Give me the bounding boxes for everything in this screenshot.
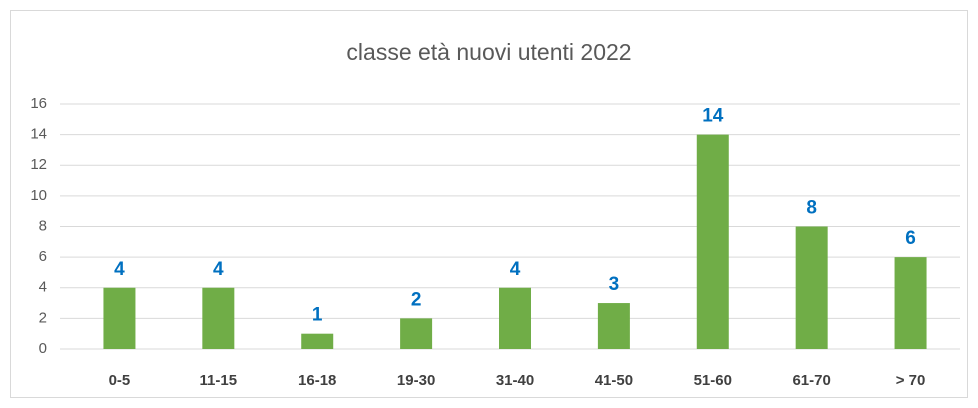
chart-title: classe età nuovi utenti 2022 bbox=[346, 39, 631, 65]
data-label: 6 bbox=[905, 228, 916, 249]
y-tick-label: 8 bbox=[39, 217, 47, 234]
bar bbox=[597, 303, 630, 349]
bar bbox=[795, 226, 828, 349]
y-tick-label: 0 bbox=[39, 340, 47, 357]
x-tick-label: 16-18 bbox=[298, 372, 336, 389]
bar bbox=[400, 318, 433, 349]
x-tick-label: 51-60 bbox=[694, 372, 732, 389]
y-tick-label: 10 bbox=[30, 187, 47, 204]
data-label: 14 bbox=[702, 106, 724, 127]
data-label: 4 bbox=[114, 259, 125, 280]
x-tick-label: 11-15 bbox=[200, 372, 238, 389]
x-tick-label: 61-70 bbox=[792, 372, 830, 389]
y-tick-label: 12 bbox=[30, 156, 47, 173]
bar bbox=[696, 134, 729, 349]
bar bbox=[894, 257, 927, 349]
bar bbox=[499, 287, 531, 349]
bar bbox=[202, 287, 235, 349]
data-label: 8 bbox=[806, 198, 817, 219]
y-tick-label: 6 bbox=[39, 248, 47, 265]
data-label: 4 bbox=[510, 259, 521, 280]
data-label: 2 bbox=[411, 289, 422, 310]
data-label: 4 bbox=[213, 259, 224, 280]
data-label: 1 bbox=[312, 305, 323, 326]
data-label: 3 bbox=[609, 274, 620, 295]
x-tick-label: 19-30 bbox=[397, 372, 435, 389]
y-tick-label: 4 bbox=[39, 279, 47, 296]
x-tick-label: > 70 bbox=[896, 372, 926, 389]
y-tick-label: 16 bbox=[30, 95, 47, 112]
y-tick-label: 14 bbox=[30, 126, 47, 143]
x-tick-label: 31-40 bbox=[496, 372, 534, 389]
bar bbox=[103, 287, 136, 349]
bar bbox=[301, 333, 334, 349]
y-tick-label: 2 bbox=[39, 309, 47, 326]
x-tick-label: 0-5 bbox=[109, 372, 131, 389]
x-tick-label: 41-50 bbox=[595, 372, 633, 389]
